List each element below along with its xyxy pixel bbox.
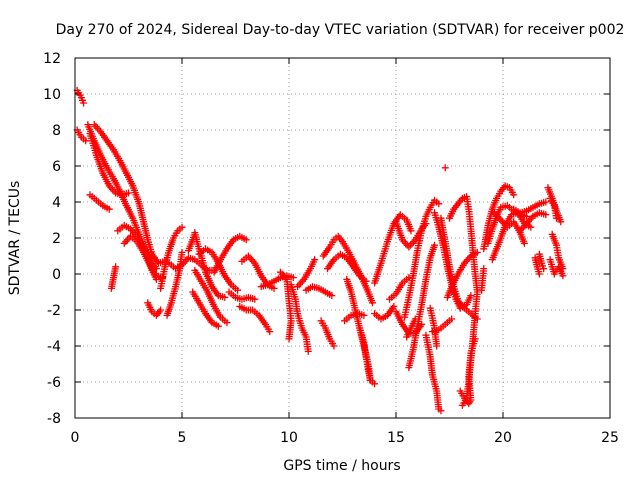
- data-point: [527, 223, 535, 231]
- data-point: [480, 265, 488, 273]
- data-point: [371, 380, 379, 388]
- data-points: [73, 86, 567, 415]
- data-point: [520, 239, 528, 247]
- data-point: [178, 223, 186, 231]
- data-point: [458, 401, 466, 409]
- data-point: [366, 376, 374, 384]
- data-point: [328, 292, 336, 300]
- y-tick-label: 2: [52, 231, 61, 247]
- y-tick-label: -8: [47, 411, 61, 427]
- y-tick-label: -6: [47, 375, 61, 391]
- data-point: [223, 319, 231, 327]
- data-point: [125, 189, 132, 197]
- data-point: [82, 137, 90, 145]
- data-point: [557, 218, 565, 226]
- y-tick-label: 8: [52, 123, 61, 139]
- data-point: [411, 315, 419, 323]
- data-point: [435, 200, 443, 208]
- data-point: [234, 286, 242, 294]
- data-point: [362, 277, 370, 285]
- data-point: [540, 265, 548, 273]
- data-point: [441, 164, 449, 172]
- y-tick-label: 6: [52, 159, 61, 175]
- data-point: [407, 227, 415, 235]
- x-tick-label: 5: [178, 430, 187, 446]
- x-tick-label: 10: [280, 430, 298, 446]
- data-point: [105, 205, 113, 213]
- data-point: [431, 241, 439, 249]
- data-point: [120, 239, 128, 247]
- data-point: [266, 328, 274, 336]
- y-tick-label: -4: [47, 339, 61, 355]
- data-point: [467, 292, 475, 300]
- data-point: [448, 315, 456, 323]
- data-point: [214, 322, 222, 330]
- data-point: [437, 407, 445, 415]
- y-tick-label: 0: [52, 267, 61, 283]
- y-tick-label: -2: [47, 303, 61, 319]
- axis-ticks: 0 5 10 15 20 25 -8 -6 -4 -2 0 2 4 6 8 10 12: [43, 51, 619, 446]
- x-axis-label: GPS time / hours: [283, 458, 400, 474]
- x-tick-label: 0: [71, 430, 80, 446]
- data-point: [221, 293, 229, 301]
- x-tick-label: 15: [387, 430, 405, 446]
- data-point: [510, 191, 518, 199]
- x-tick-label: 25: [601, 430, 619, 446]
- y-tick-label: 4: [52, 195, 61, 211]
- data-point: [542, 211, 550, 219]
- data-point: [285, 335, 293, 343]
- data-point: [433, 342, 441, 350]
- chart-title: Day 270 of 2024, Sidereal Day-to-day VTE…: [56, 22, 625, 38]
- y-tick-label: 12: [43, 51, 61, 67]
- data-point: [535, 270, 543, 278]
- data-point: [553, 214, 560, 222]
- data-point: [270, 284, 278, 292]
- data-point: [178, 248, 186, 256]
- data-point: [289, 274, 297, 282]
- data-point: [242, 236, 250, 244]
- data-point: [542, 198, 550, 206]
- data-point: [390, 302, 398, 310]
- data-point: [559, 272, 567, 280]
- y-tick-label: 10: [43, 87, 61, 103]
- data-point: [80, 99, 88, 107]
- x-tick-label: 20: [494, 430, 512, 446]
- y-axis-label: SDTVAR / TECUs: [7, 181, 23, 296]
- data-point: [112, 263, 120, 271]
- data-point: [330, 342, 338, 350]
- data-point: [304, 347, 312, 355]
- data-point: [360, 311, 368, 319]
- data-point: [311, 256, 319, 264]
- data-point: [251, 295, 259, 303]
- plot-frame: [74, 57, 611, 419]
- data-point: [157, 306, 165, 314]
- data-point: [368, 299, 376, 307]
- data-point: [471, 335, 479, 343]
- data-point: [297, 279, 305, 287]
